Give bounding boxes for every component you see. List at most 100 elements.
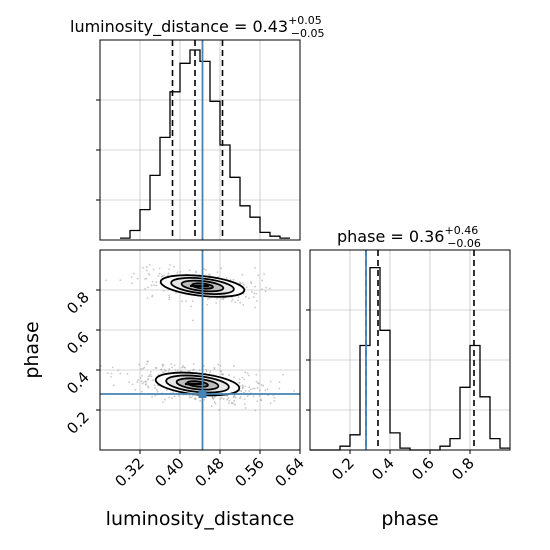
joint-sample-point [164,369,167,372]
joint-sample-point [278,387,281,390]
joint-sample-point [234,403,237,406]
joint-sample-point [248,386,251,389]
joint-sample-point [263,273,266,276]
joint-sample-point [198,369,201,372]
joint-sample-point [228,374,231,377]
joint-sample-point [254,306,256,309]
joint-sample-point [145,266,148,268]
joint-sample-point [249,388,252,391]
joint-sample-point [237,296,240,299]
joint-sample-point [137,379,139,381]
joint-sample-point [203,268,205,270]
joint-sample-point [149,373,152,376]
joint-sample-point [206,303,209,306]
joint-sample-point [143,366,146,369]
joint-sample-point [244,403,246,406]
joint-sample-point [150,375,153,378]
joint-sample-point [252,296,255,298]
joint-sample-point [231,298,234,301]
joint-sample-point [210,405,213,408]
joint-sample-point [188,394,191,397]
joint-sample-point [134,388,137,391]
joint-sample-point [156,390,159,393]
joint-sample-point [204,268,207,271]
joint-sample-point [257,382,260,385]
joint-sample-point [192,363,195,365]
joint-sample-point [242,304,245,306]
joint-sample-point [233,400,236,402]
joint-sample-point [265,286,267,289]
joint-sample-point [203,398,206,401]
joint-sample-point [187,369,190,372]
joint-sample-point [256,400,259,403]
joint-sample-point [166,274,169,277]
joint-sample-point [154,367,157,369]
joint-sample-point [258,395,261,397]
joint-sample-point [146,286,149,289]
joint-sample-point [252,387,254,390]
joint-sample-point [181,366,184,369]
joint-sample-point [246,372,249,375]
joint-sample-point [252,395,255,398]
joint-sample-point [193,398,196,400]
joint-sample-point [269,402,272,405]
joint-xtick-label-0: 0.32 [111,454,147,490]
joint-density-peak-0 [189,284,209,288]
joint-sample-point [185,300,187,303]
joint-sample-point [160,368,163,371]
joint-sample-point [162,363,165,366]
joint-sample-point [273,399,276,402]
joint-ytick-label-3: 0.8 [63,288,93,318]
joint-sample-point [148,263,151,266]
joint-truth-marker [198,390,207,398]
joint-sample-point [244,295,247,298]
joint-sample-point [233,365,235,367]
joint-sample-point [176,271,179,274]
joint-sample-point [168,296,171,299]
joint-sample-point [130,282,133,285]
joint-sample-point [250,291,253,293]
joint-sample-point [146,385,149,388]
joint-sample-point [217,363,220,366]
joint-sample-point [241,384,244,387]
joint-sample-point [136,381,139,383]
joint-sample-point [136,277,139,280]
phase-hist-panel: 0.2 0.4 0.6 0.8 [306,249,511,484]
joint-xtick-label-1: 0.40 [151,454,187,490]
joint-sample-point [139,377,142,379]
joint-sample-point [255,300,258,302]
joint-sample-point [138,363,141,366]
joint-sample-point [244,389,247,392]
joint-sample-point [111,366,114,369]
joint-sample-point [144,287,146,290]
joint-xtick-label-3: 0.56 [231,454,267,490]
joint-sample-point [199,400,202,402]
joint-sample-point [232,278,235,281]
phase-xtick-label-0: 0.2 [328,454,358,484]
joint-sample-point [173,364,176,367]
joint-sample-point [188,396,191,399]
joint-sample-point [243,378,245,381]
joint-sample-point [232,402,235,405]
joint-sample-point [131,383,134,386]
joint-sample-point [238,378,241,380]
joint-sample-point [222,298,225,301]
joint-sample-point [126,372,129,375]
joint-sample-point [228,399,231,402]
joint-sample-point [171,397,174,400]
joint-sample-point [172,391,174,393]
joint-sample-point [250,281,252,284]
joint-sample-point [209,370,212,373]
joint-sample-point [278,381,281,384]
joint-sample-point [208,297,211,300]
joint-sample-point [211,396,214,399]
joint-sample-point [155,281,158,283]
joint-ytick-label-1: 0.4 [63,368,93,398]
luminosity-distance-title-sup: +0.05 [288,14,322,27]
joint-sample-point [119,279,122,282]
joint-sample-point [191,319,194,322]
joint-sample-point [253,387,256,390]
joint-sample-point [293,390,295,392]
joint-sample-point [234,396,237,399]
